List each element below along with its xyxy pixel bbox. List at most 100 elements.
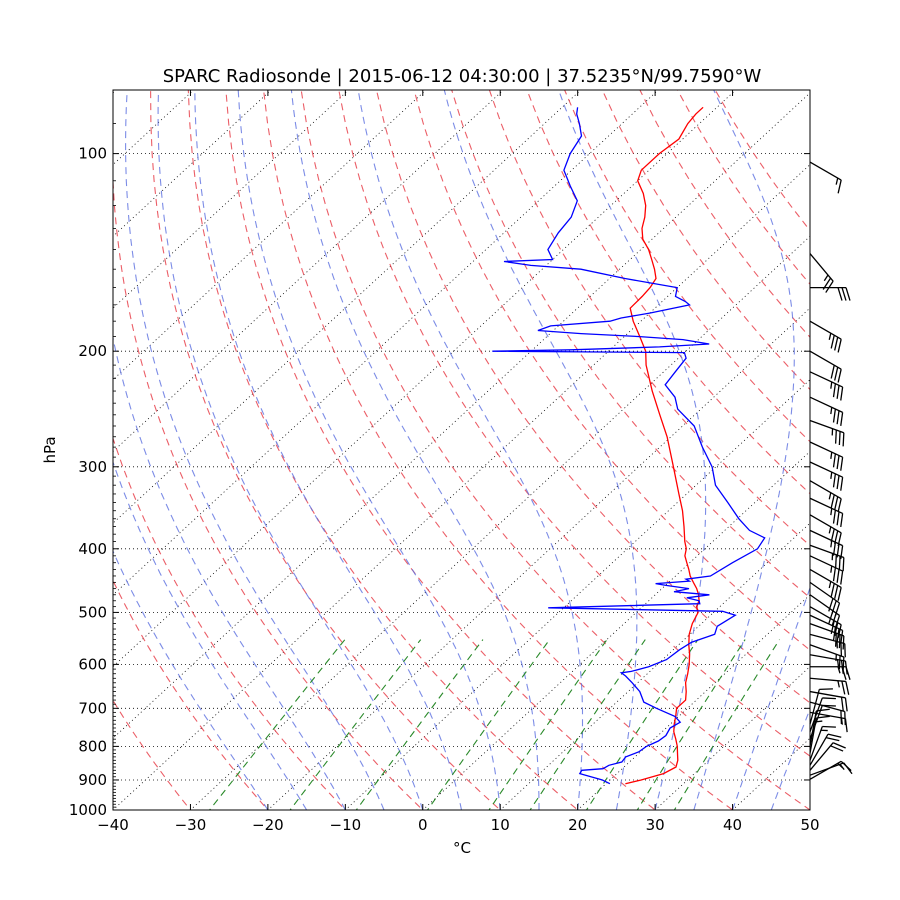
dry-adiabat-line [338, 90, 810, 757]
barb-flag [837, 287, 843, 301]
barb-flag [842, 432, 845, 447]
wind-barb [809, 568, 842, 601]
barb-flag [840, 386, 844, 401]
barb-half-flag [830, 472, 833, 479]
barb-staff [809, 733, 829, 766]
dry-adiabat-line [113, 579, 269, 810]
isotherm-line [344, 379, 810, 810]
barb-staff [809, 350, 842, 370]
mixing-ratio-line [426, 639, 551, 810]
barb-flag [825, 736, 840, 742]
x-tick-label: −30 [175, 816, 207, 834]
barb-flag [844, 697, 848, 712]
barb-flag [841, 680, 846, 695]
wind-barb [810, 286, 851, 301]
barb-staff [809, 614, 843, 632]
dry-adiabat-line [488, 90, 810, 547]
barb-flag [822, 277, 832, 290]
barb-flag [842, 656, 845, 671]
barb-staff [809, 594, 840, 616]
barb-staff [809, 544, 845, 559]
temperature-profile [625, 106, 704, 785]
barb-flag [840, 570, 844, 585]
barb-half-flag [830, 565, 833, 573]
barb-staff [809, 568, 842, 588]
barb-staff [809, 690, 846, 699]
x-tick-label: −40 [97, 816, 129, 834]
barb-staff [809, 441, 843, 458]
wind-barb [809, 350, 842, 383]
barb-flag [836, 410, 840, 425]
barb-flag [830, 335, 835, 349]
barb-half-flag [835, 177, 839, 185]
wind-barb [809, 654, 848, 675]
isotherm-line [267, 307, 810, 810]
barb-flag [842, 635, 845, 650]
dry-adiabat-line [676, 90, 810, 286]
y-axis-ticks: 100 200 300 400 500 600 700 800 900 1000 [69, 89, 810, 819]
barb-flag [840, 457, 844, 471]
barb-half-flag [839, 763, 845, 771]
barb-half-flag [836, 659, 840, 667]
barb-flag [836, 455, 840, 470]
barb-flag [834, 337, 839, 351]
barb-flag [822, 697, 836, 700]
moist-adiabat-line [443, 90, 638, 810]
barb-flag [832, 742, 846, 749]
barb-staff [809, 419, 845, 434]
barb-half-flag [828, 492, 832, 500]
barb-staff [809, 697, 823, 732]
wind-barb [809, 480, 842, 513]
barb-half-flag [830, 508, 833, 516]
barb-flag [834, 554, 837, 569]
barb-staff [809, 726, 823, 761]
barb-flag [837, 369, 842, 383]
mixing-ratio-line [529, 639, 646, 810]
wind-barb [809, 544, 845, 572]
wind-barb [809, 320, 842, 353]
x-tick-label: −10 [330, 816, 362, 834]
wind-barb [809, 253, 834, 293]
barb-staff [809, 760, 842, 780]
barb-flag [834, 615, 841, 629]
moist-adiabat-line [125, 90, 385, 810]
wind-barb [809, 690, 848, 712]
moist-adiabat-line [157, 90, 424, 810]
barb-flag [842, 557, 845, 572]
wind-barb [809, 762, 853, 776]
x-tick-label: 40 [723, 816, 742, 834]
barb-flag [840, 660, 844, 674]
isotherm-line [872, 52, 900, 824]
mixing-ratio-line [289, 639, 422, 810]
background-lines [113, 52, 900, 824]
moist-adiabat-line [113, 460, 308, 810]
barb-flag [845, 681, 850, 695]
wind-barb [809, 555, 844, 585]
wind-barb [809, 633, 846, 658]
y-tick-label: 400 [78, 540, 107, 558]
wind-barb [809, 441, 844, 471]
barb-flag [840, 697, 844, 711]
moist-adiabat-line [113, 335, 346, 810]
barb-flag [834, 622, 839, 637]
x-tick-label: 10 [491, 816, 510, 834]
barb-flag [840, 545, 844, 560]
barb-flag [830, 365, 835, 379]
moist-adiabat-line [558, 90, 707, 810]
barb-flag [834, 602, 841, 617]
y-tick-label: 300 [78, 458, 107, 476]
wind-barb [809, 688, 833, 725]
y-axis-label: hPa [41, 436, 59, 463]
dry-adiabat-line [263, 90, 734, 810]
barb-flag [840, 412, 844, 426]
barb-half-flag [828, 581, 832, 589]
dry-adiabat-line [413, 90, 810, 651]
barb-flag [834, 585, 839, 599]
y-tick-label: 900 [78, 771, 107, 789]
barb-flag [836, 511, 840, 526]
barb-flag [844, 660, 848, 675]
barb-staff [809, 320, 842, 340]
mixing-ratio-line [355, 639, 484, 810]
wind-barb [809, 697, 836, 732]
